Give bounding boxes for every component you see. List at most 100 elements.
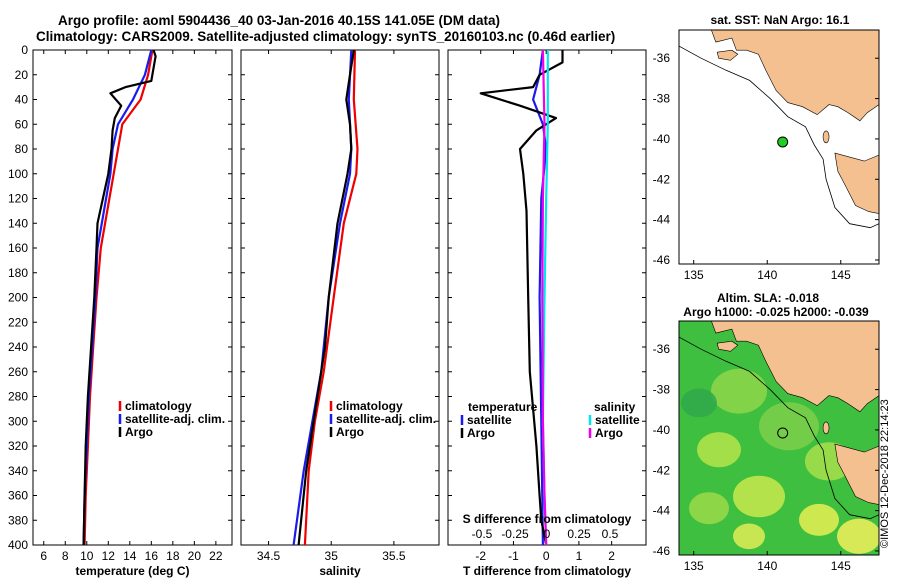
land-king-island (822, 130, 830, 144)
legend-heading-temperature: temperature (468, 400, 538, 414)
series-line-climatology (303, 49, 359, 546)
x-tick-label-salinity: 0 (544, 527, 551, 541)
x-tick-label-salinity: 0.5 (602, 527, 619, 541)
argo-location-marker (777, 136, 789, 148)
imos-credit: ©IMOS 12-Dec-2018 22:14:23 (879, 399, 891, 548)
y-tick-label: 120 (8, 192, 28, 206)
map-x-tick-label: 145 (831, 559, 851, 573)
y-tick-label: 60 (15, 117, 29, 131)
legend-entry: Argo (595, 426, 623, 440)
map-x-tick-label: 145 (831, 268, 851, 282)
x-tick-label: 1 (576, 549, 583, 563)
depth-contour (679, 336, 879, 520)
map-y-tick-label: -36 (653, 51, 671, 65)
plot-frame-temperature (32, 49, 233, 546)
legend-entry: satellite-adj. clim. (125, 412, 225, 426)
y-tick-label: 20 (15, 68, 29, 82)
y-tick-label: 80 (15, 142, 29, 156)
land-kangaroo-island (716, 49, 739, 61)
map-frame (678, 320, 880, 556)
series-line-argo (82, 49, 157, 546)
legend-entry: satellite-adj. clim. (336, 412, 436, 426)
x-tick-label: 35.5 (382, 549, 406, 563)
map-y-tick-label: -46 (653, 544, 671, 558)
x-tick-label: 10 (80, 549, 94, 563)
sla-anomaly (799, 503, 839, 536)
x-tick-label: 8 (62, 549, 69, 563)
y-tick-label: 300 (8, 414, 28, 428)
figure-title-line1: Argo profile: aoml 5904436_40 03-Jan-201… (58, 13, 500, 28)
x-tick-label: 14 (123, 549, 137, 563)
map-y-tick-label: -40 (653, 132, 671, 146)
x-tick-label-salinity: 0.25 (567, 527, 591, 541)
map-y-tick-label: -46 (653, 253, 671, 267)
x-tick-label: 6 (40, 549, 47, 563)
plot-frame-salinity (240, 49, 440, 546)
sla-anomaly (837, 518, 879, 554)
y-tick-label: 380 (8, 513, 28, 527)
sla-anomaly (733, 475, 785, 518)
legend-heading-salinity: salinity (594, 400, 636, 414)
legend-entry: satellite (467, 413, 512, 427)
y-tick-label: 260 (8, 365, 28, 379)
y-tick-label: 200 (8, 291, 28, 305)
x-tick-label: 34.5 (257, 549, 281, 563)
argo-location-marker (777, 427, 789, 439)
x-tick-label: -1 (508, 549, 519, 563)
land-mainland (711, 30, 879, 122)
depth-contour (679, 45, 879, 229)
series-line-temperature-argo (479, 50, 564, 546)
x-tick-label: 16 (145, 549, 159, 563)
legend-entry: climatology (336, 399, 403, 413)
map-sst_map (679, 30, 879, 264)
map-y-tick-label: -36 (653, 342, 671, 356)
y-tick-label: 360 (8, 489, 28, 503)
map-x-tick-label: 135 (684, 268, 704, 282)
sla-anomaly (689, 492, 729, 525)
map-y-tick-label: -38 (653, 383, 671, 397)
x-axis-label: T difference from climatology (463, 564, 631, 578)
y-tick-label: 240 (8, 340, 28, 354)
x-tick-label: 2 (608, 549, 615, 563)
x-tick-label: -2 (475, 549, 486, 563)
map-x-tick-label: 140 (757, 559, 777, 573)
land-tasmania (834, 443, 879, 505)
land-tasmania (834, 152, 879, 214)
legend-entry: Argo (467, 426, 495, 440)
legend-entry: climatology (125, 399, 192, 413)
map-sla_map (679, 321, 879, 555)
sst-map-title: sat. SST: NaN Argo: 16.1 (711, 13, 850, 27)
series-line-salinity-argo (541, 49, 548, 546)
x-axis-label-salinity-diff: S difference from climatology (463, 512, 632, 526)
legend-entry: satellite (595, 413, 640, 427)
x-tick-label: 22 (209, 549, 223, 563)
x-tick-label-salinity: -0.25 (501, 527, 529, 541)
map-x-tick-label: 140 (757, 268, 777, 282)
sla-map-title: Altim. SLA: -0.018 (717, 291, 819, 305)
x-axis-label: temperature (deg C) (75, 564, 189, 578)
y-tick-label: 180 (8, 266, 28, 280)
map-y-tick-label: -40 (653, 423, 671, 437)
map-frame (678, 29, 880, 265)
x-tick-label: 20 (188, 549, 202, 563)
map-y-tick-label: -44 (653, 213, 671, 227)
y-tick-label: 40 (15, 93, 29, 107)
y-tick-label: 320 (8, 439, 28, 453)
sla-map-subtitle: Argo h1000: -0.025 h2000: -0.039 (683, 305, 869, 319)
y-tick-label: 220 (8, 315, 28, 329)
y-tick-label: 0 (21, 43, 28, 57)
figure-title-line2: Climatology: CARS2009. Satellite-adjuste… (36, 29, 616, 44)
y-tick-label: 280 (8, 390, 28, 404)
sla-anomaly (711, 368, 767, 414)
x-tick-label: 0 (543, 549, 550, 563)
y-tick-label: 160 (8, 241, 28, 255)
map-y-tick-label: -44 (653, 504, 671, 518)
map-y-tick-label: -42 (653, 463, 671, 477)
sla-anomaly (759, 402, 819, 451)
x-tick-label-salinity: -0.5 (472, 527, 493, 541)
sla-anomaly (697, 432, 741, 468)
land-king-island (822, 421, 830, 435)
x-tick-label: 35 (325, 549, 339, 563)
y-tick-label: 100 (8, 167, 28, 181)
map-y-tick-label: -42 (653, 172, 671, 186)
